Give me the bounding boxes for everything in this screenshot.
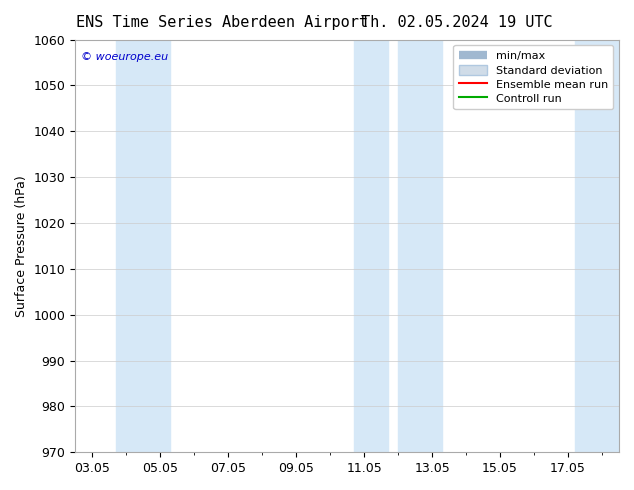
Bar	[116, 40, 171, 452]
Text: Th. 02.05.2024 19 UTC: Th. 02.05.2024 19 UTC	[361, 15, 552, 30]
Legend: min/max, Standard deviation, Ensemble mean run, Controll run: min/max, Standard deviation, Ensemble me…	[453, 45, 614, 109]
Bar	[398, 40, 443, 452]
Text: ENS Time Series Aberdeen Airport: ENS Time Series Aberdeen Airport	[76, 15, 368, 30]
Bar	[354, 40, 388, 452]
Y-axis label: Surface Pressure (hPa): Surface Pressure (hPa)	[15, 175, 28, 317]
Bar	[575, 40, 619, 452]
Text: © woeurope.eu: © woeurope.eu	[81, 52, 168, 62]
